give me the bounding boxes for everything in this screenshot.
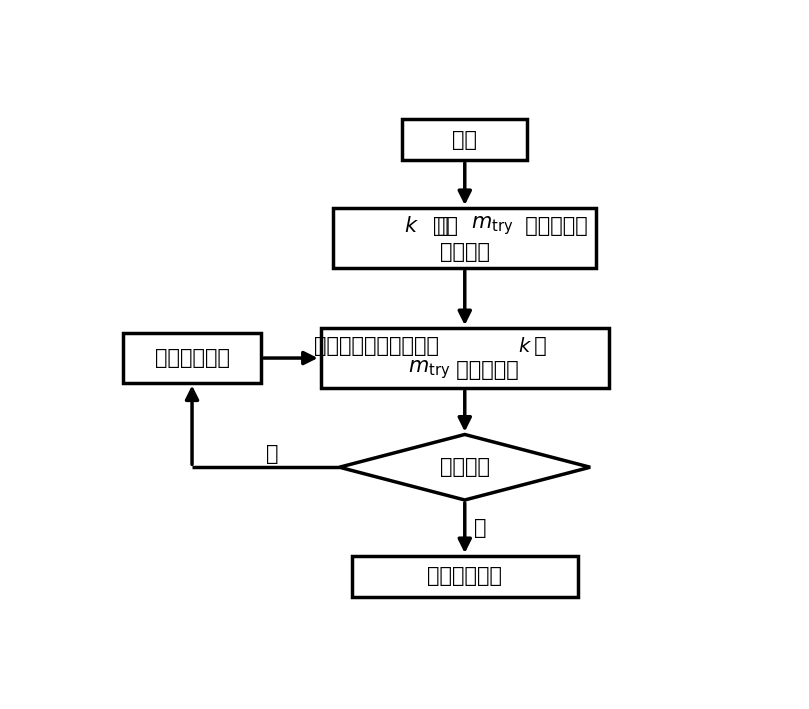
Text: 确定: 确定 <box>433 216 464 236</box>
FancyBboxPatch shape <box>352 556 578 597</box>
Text: $m_{\mathrm{try}}$: $m_{\mathrm{try}}$ <box>471 215 513 238</box>
Polygon shape <box>339 435 591 500</box>
Text: 和: 和 <box>430 216 457 236</box>
Text: $m_{\mathrm{try}}$: $m_{\mathrm{try}}$ <box>409 359 451 381</box>
Text: 的分类误差: 的分类误差 <box>449 360 519 380</box>
Text: 形成节点: 形成节点 <box>440 242 489 262</box>
Text: $k$: $k$ <box>404 216 419 236</box>
Text: 划分网格，: 划分网格， <box>518 216 588 236</box>
FancyBboxPatch shape <box>320 328 609 388</box>
FancyBboxPatch shape <box>402 119 527 160</box>
Text: 是: 是 <box>474 518 487 538</box>
Text: 否: 否 <box>265 444 278 464</box>
Text: 减小步长搜索: 减小步长搜索 <box>155 348 230 368</box>
FancyBboxPatch shape <box>123 333 261 383</box>
FancyBboxPatch shape <box>333 208 596 268</box>
Text: 输出最优参数: 输出最优参数 <box>427 566 502 586</box>
Text: 搜索完毕: 搜索完毕 <box>440 457 489 477</box>
Text: 和: 和 <box>527 336 547 356</box>
Text: 开始: 开始 <box>452 130 477 150</box>
Text: 用袋外数据计算出每组: 用袋外数据计算出每组 <box>314 336 446 356</box>
Text: $k$: $k$ <box>518 337 532 355</box>
